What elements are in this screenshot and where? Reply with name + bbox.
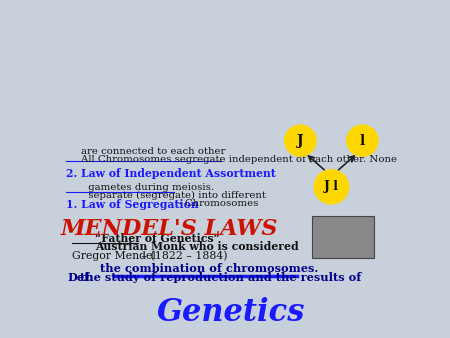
Text: Austrian Monk who is considered: Austrian Monk who is considered xyxy=(95,241,299,252)
Text: - Chromosomes: - Chromosomes xyxy=(175,199,258,208)
Text: 1. Law of Segregation: 1. Law of Segregation xyxy=(66,199,198,210)
Text: Gregor Mendel: Gregor Mendel xyxy=(72,251,156,261)
Text: separate (segregate) into different: separate (segregate) into different xyxy=(72,191,265,200)
Text: the combination of chromosomes.: the combination of chromosomes. xyxy=(68,263,318,274)
Ellipse shape xyxy=(285,125,316,156)
FancyBboxPatch shape xyxy=(56,41,405,301)
Text: J l: J l xyxy=(324,180,339,193)
Text: Def:: Def: xyxy=(68,271,94,283)
Text: 2. Law of Independent Assortment: 2. Law of Independent Assortment xyxy=(66,168,275,179)
Text: are connected to each other: are connected to each other xyxy=(68,147,225,156)
FancyBboxPatch shape xyxy=(312,216,374,259)
Text: the study of reproduction and the results of: the study of reproduction and the result… xyxy=(68,271,361,283)
Text: All Chromosomes segregate independent of each other. None: All Chromosomes segregate independent of… xyxy=(68,154,397,164)
Text: MENDEL'S LAWS: MENDEL'S LAWS xyxy=(60,218,278,240)
Ellipse shape xyxy=(347,125,378,156)
Text: J: J xyxy=(297,134,304,148)
Text: gametes during meiosis.: gametes during meiosis. xyxy=(72,183,214,192)
Text: “Father of Genetics”: “Father of Genetics” xyxy=(95,233,220,244)
Text: Genetics: Genetics xyxy=(157,297,305,328)
Ellipse shape xyxy=(314,170,348,204)
Text: – (1822 – 1884): – (1822 – 1884) xyxy=(139,251,228,261)
Text: l: l xyxy=(360,134,365,148)
